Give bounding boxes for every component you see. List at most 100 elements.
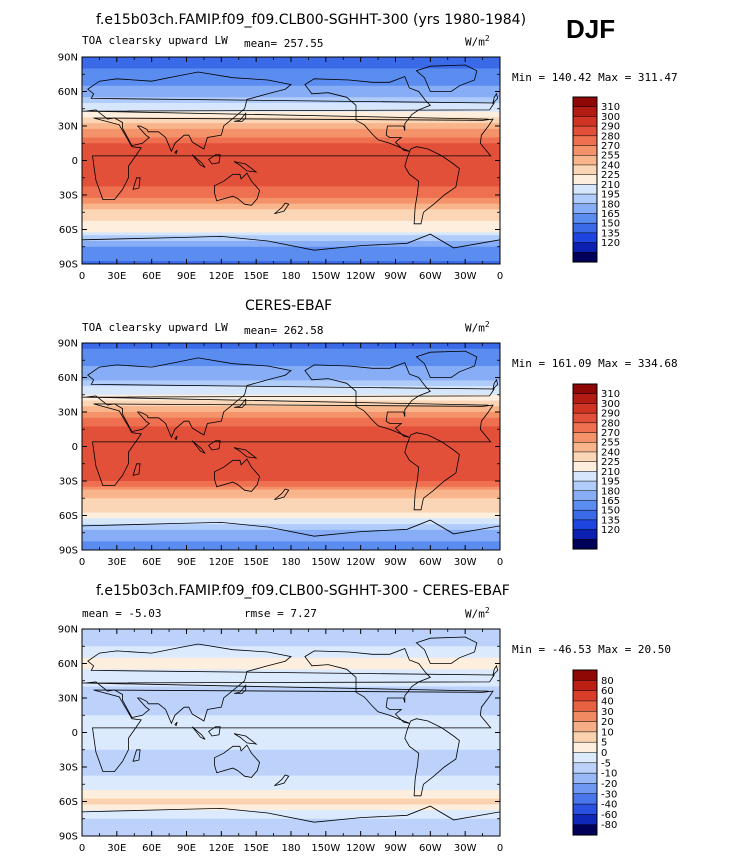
lat-tick-label: 60S bbox=[59, 511, 78, 522]
lon-tick-label: 60E bbox=[142, 557, 161, 568]
lon-tick-label: 60W bbox=[419, 271, 442, 282]
coastline bbox=[492, 92, 499, 105]
field-band bbox=[82, 383, 500, 387]
coastline bbox=[208, 154, 221, 165]
colorbar-box bbox=[572, 403, 598, 414]
coastline bbox=[82, 643, 495, 725]
colorbar-label: 310 bbox=[601, 102, 620, 113]
coastline bbox=[234, 112, 247, 122]
field-band bbox=[82, 223, 500, 228]
field-band bbox=[82, 686, 500, 690]
colorbar-label: 240 bbox=[601, 447, 620, 458]
lat-tick-label: 90N bbox=[58, 53, 78, 64]
colorbar-box bbox=[572, 772, 598, 784]
coastline bbox=[82, 519, 500, 550]
field-band bbox=[82, 374, 500, 379]
field-band bbox=[82, 134, 500, 139]
field-band bbox=[82, 120, 500, 124]
field-band bbox=[82, 807, 500, 811]
panel-title: CERES-EBAF bbox=[245, 298, 333, 314]
coastline bbox=[132, 749, 141, 762]
colorbar-box bbox=[572, 529, 598, 540]
field-band bbox=[82, 218, 500, 222]
field-band bbox=[82, 377, 500, 381]
lon-tick-label: 30E bbox=[107, 271, 126, 282]
field-band bbox=[82, 143, 500, 147]
colorbar-box bbox=[572, 242, 598, 253]
field-band bbox=[82, 755, 500, 759]
field-band bbox=[82, 504, 500, 508]
colorbar-label: 210 bbox=[601, 467, 620, 478]
field-band bbox=[82, 412, 500, 416]
colorbar-label: 310 bbox=[601, 389, 620, 400]
field-band bbox=[82, 200, 500, 205]
lon-tick-label: 0 bbox=[497, 843, 503, 854]
colorbar-label: 30 bbox=[601, 707, 614, 718]
panel-minmax: Min = 140.42 Max = 311.47 bbox=[512, 71, 678, 84]
field-band bbox=[82, 74, 500, 78]
field-band bbox=[82, 348, 500, 353]
colorbar-box bbox=[572, 519, 598, 531]
panel-variable-label: TOA clearsky upward LW bbox=[82, 321, 228, 334]
field-band bbox=[82, 746, 500, 751]
coastline bbox=[132, 177, 141, 190]
field-band bbox=[82, 186, 500, 190]
coastline bbox=[415, 350, 478, 378]
lon-tick-label: 150E bbox=[243, 271, 268, 282]
field-band bbox=[82, 492, 500, 496]
colorbar-box bbox=[572, 193, 598, 205]
field-band bbox=[82, 518, 500, 522]
colorbar-box bbox=[572, 222, 598, 234]
field-band bbox=[82, 131, 500, 136]
colorbar-box bbox=[572, 383, 598, 395]
colorbar-label: 0 bbox=[601, 748, 607, 759]
coastline bbox=[213, 172, 261, 206]
colorbar-box bbox=[572, 422, 598, 434]
field-band bbox=[82, 160, 500, 164]
colorbar-box bbox=[572, 441, 598, 453]
colorbar-box bbox=[572, 711, 598, 723]
colorbar-label: 290 bbox=[601, 122, 620, 133]
field-band bbox=[82, 512, 500, 517]
lat-tick-label: 60N bbox=[58, 373, 78, 384]
field-band bbox=[82, 698, 500, 702]
coastline bbox=[82, 357, 495, 439]
panel-mean-label: mean= 257.55 bbox=[244, 37, 324, 50]
lat-tick-label: 0 bbox=[72, 442, 78, 453]
lat-tick-label: 60S bbox=[59, 225, 78, 236]
field-band bbox=[82, 764, 500, 768]
coastline bbox=[208, 726, 221, 737]
field-band bbox=[82, 351, 500, 356]
lat-tick-label: 30S bbox=[59, 477, 78, 488]
field-band bbox=[82, 524, 500, 528]
lon-tick-label: 150W bbox=[311, 271, 340, 282]
field-band bbox=[82, 481, 500, 485]
map-field bbox=[82, 57, 500, 264]
colorbar-box bbox=[572, 116, 598, 127]
field-band bbox=[82, 238, 500, 242]
colorbar-label: -30 bbox=[601, 789, 617, 800]
field-band bbox=[82, 532, 500, 537]
lon-tick-label: 90W bbox=[384, 271, 407, 282]
colorbar-label: 10 bbox=[601, 727, 614, 738]
field-band bbox=[82, 735, 500, 739]
colorbar-label: 270 bbox=[601, 141, 620, 152]
field-band bbox=[82, 432, 500, 436]
field-band bbox=[82, 541, 500, 545]
field-band bbox=[82, 180, 500, 185]
field-band bbox=[82, 827, 500, 831]
field-band bbox=[82, 649, 500, 653]
field-band bbox=[82, 389, 500, 393]
colorbar-box bbox=[572, 232, 598, 244]
colorbar-label: -80 bbox=[601, 820, 617, 831]
colorbar-label: 255 bbox=[601, 438, 620, 449]
panel-unit-label: W/m2 bbox=[465, 320, 490, 335]
colorbar-label: -20 bbox=[601, 779, 617, 790]
lat-tick-label: 60S bbox=[59, 797, 78, 808]
field-band bbox=[82, 91, 500, 95]
coastline bbox=[404, 718, 460, 797]
field-band bbox=[82, 652, 500, 656]
